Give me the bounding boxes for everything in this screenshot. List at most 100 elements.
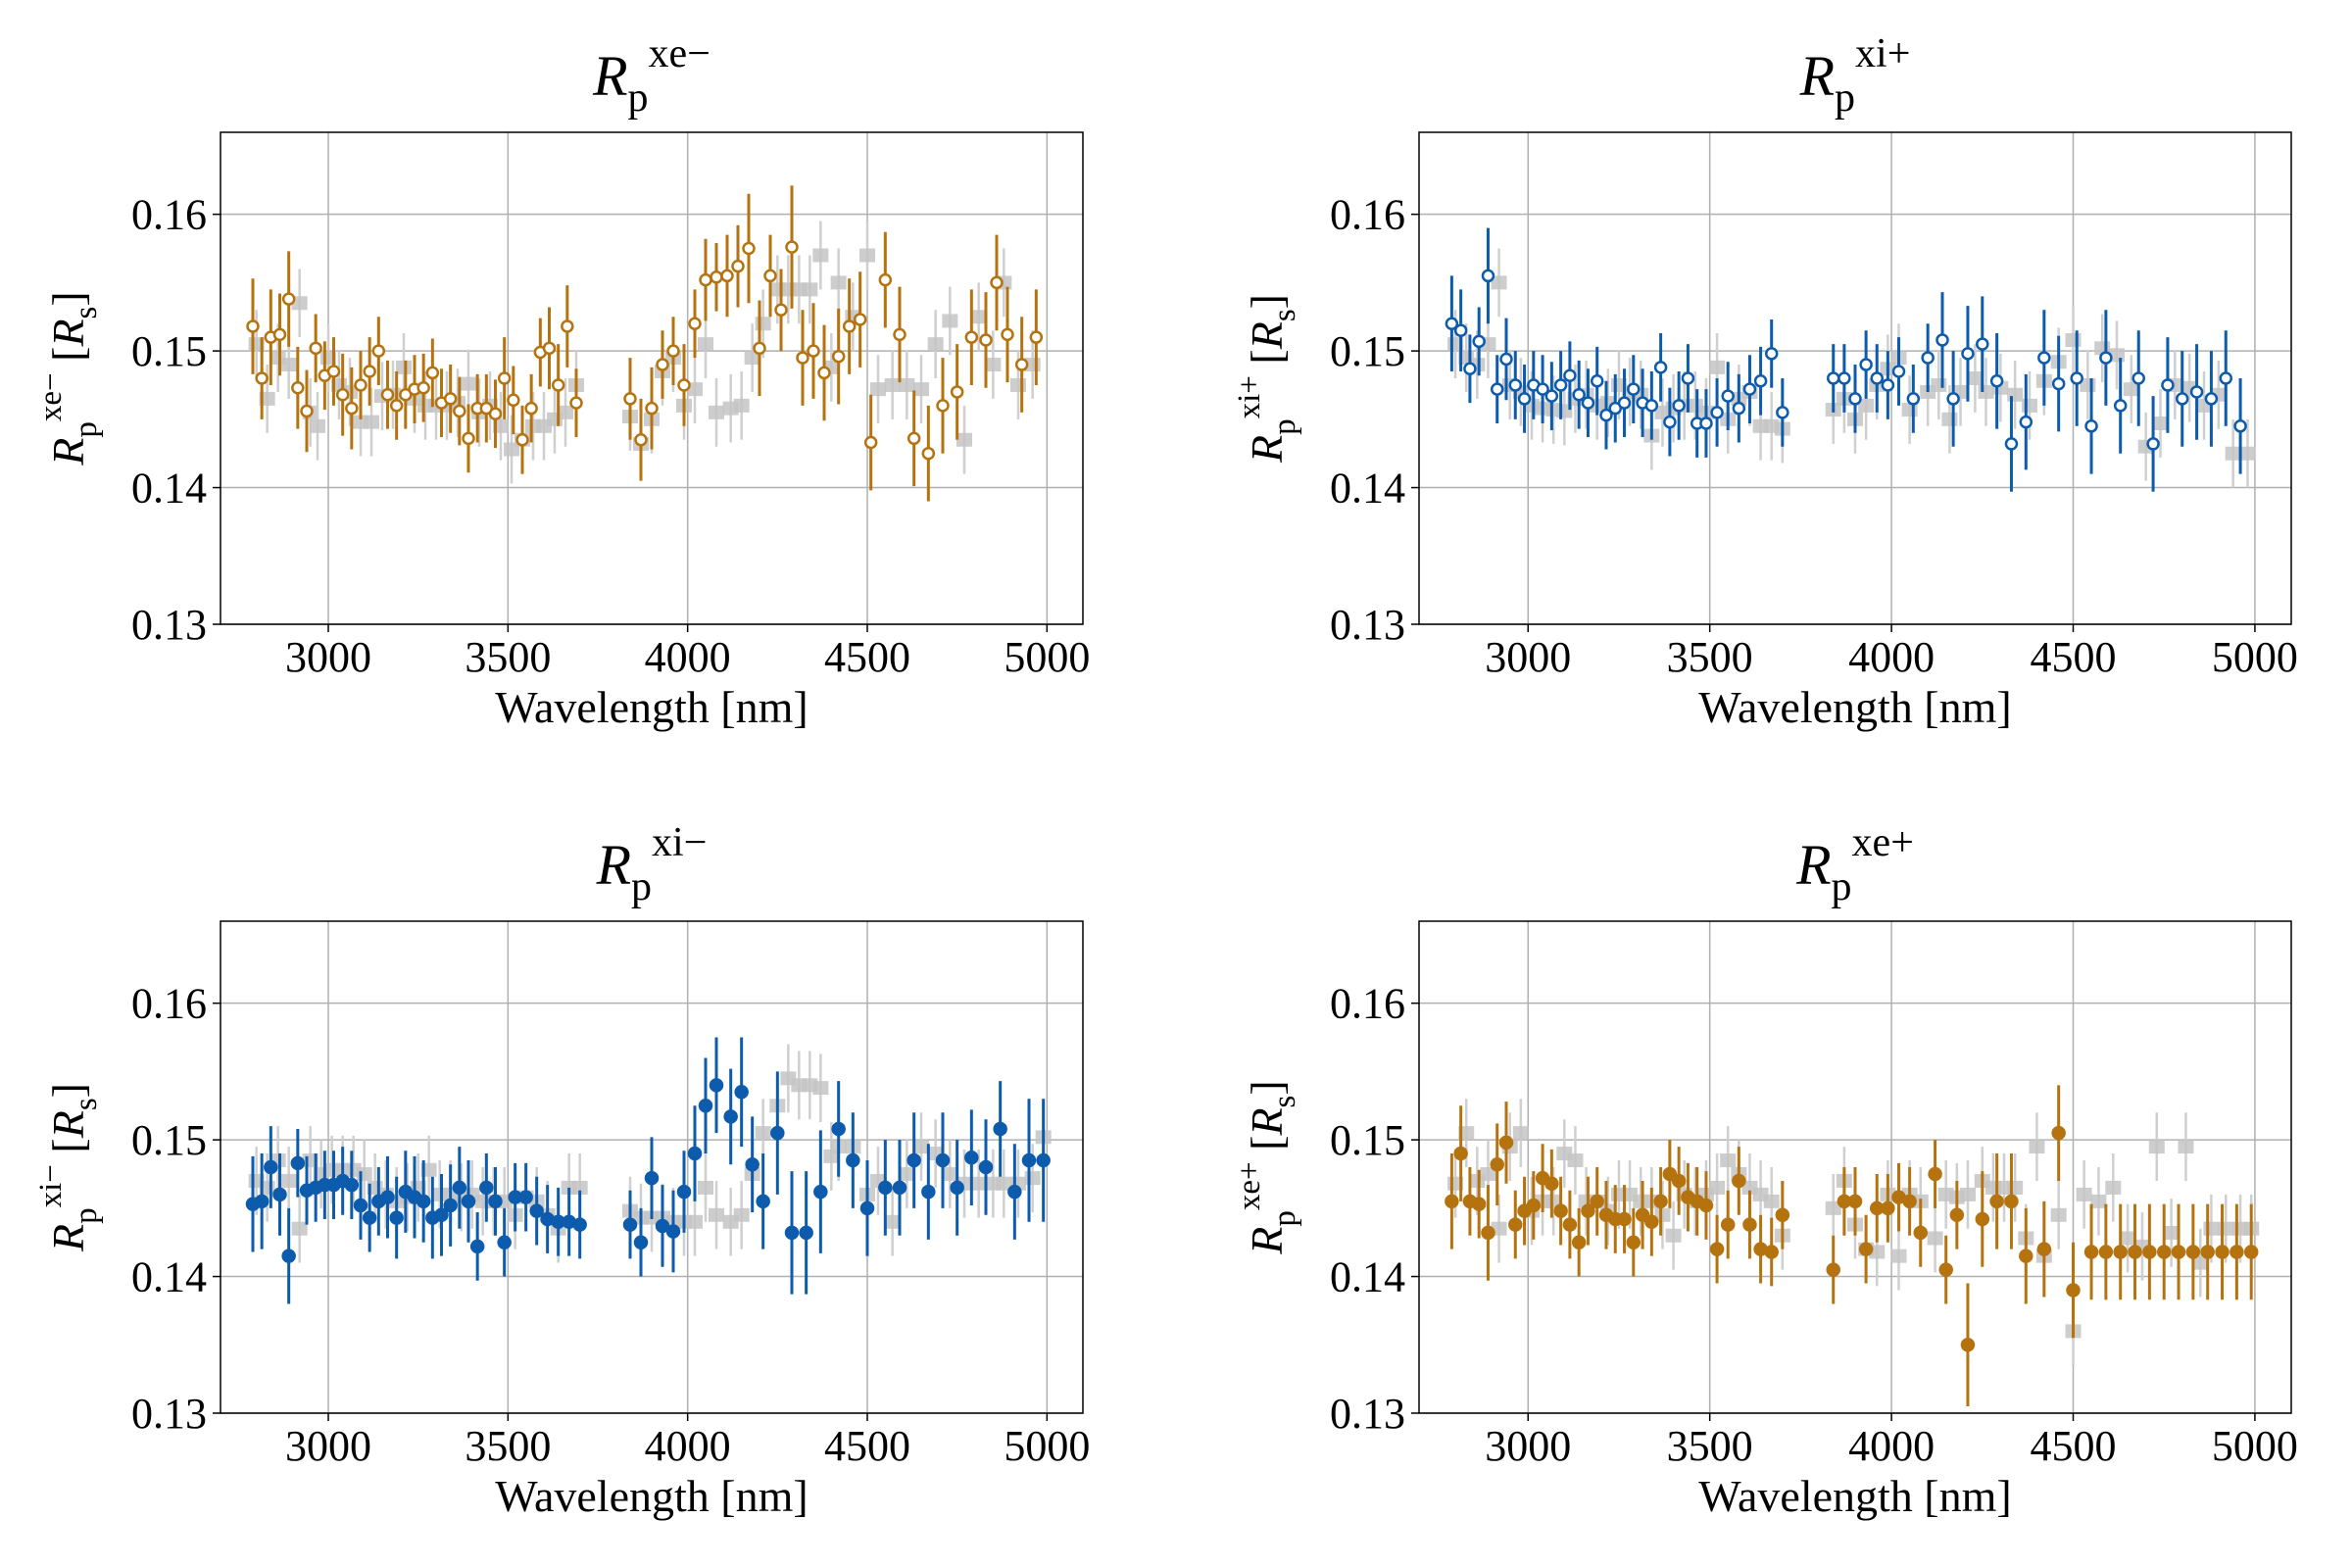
data-point — [1544, 389, 1559, 403]
data-point — [1906, 392, 1921, 406]
data-point — [1663, 415, 1677, 429]
model-point — [812, 1081, 829, 1096]
y-tick-label: 0.15 — [131, 327, 207, 375]
data-point — [1029, 330, 1044, 344]
data-point — [978, 1159, 994, 1175]
model-point — [927, 337, 944, 352]
data-point — [634, 433, 648, 447]
x-tick-label: 3500 — [1667, 1422, 1753, 1470]
data-point — [853, 313, 867, 326]
data-point — [1453, 1146, 1468, 1161]
data-point — [1001, 327, 1014, 342]
data-point — [371, 344, 386, 358]
data-point — [831, 349, 846, 364]
x-tick-label: 4000 — [1848, 633, 1935, 681]
data-point — [745, 1156, 760, 1172]
data-point — [1881, 378, 1895, 392]
model-point — [2148, 1140, 2165, 1154]
data-point — [1644, 1214, 1659, 1230]
model-point — [1654, 1207, 1671, 1222]
data-point — [2084, 419, 2098, 433]
data-point — [892, 1180, 907, 1196]
data-point — [1753, 374, 1768, 388]
x-tick-label: 4500 — [824, 633, 910, 681]
data-point — [443, 392, 458, 406]
data-point — [1498, 1135, 1514, 1151]
x-tick-label: 5000 — [2212, 633, 2298, 681]
model-point — [709, 1207, 724, 1222]
model-point — [956, 432, 972, 447]
data-point — [488, 407, 503, 421]
data-point — [1938, 1262, 1953, 1277]
model-point — [755, 1126, 771, 1141]
model-point — [1512, 1126, 1529, 1141]
data-point — [1644, 399, 1659, 413]
data-point — [497, 371, 512, 385]
data-point — [1481, 1225, 1495, 1241]
data-point — [264, 1159, 278, 1175]
panel-title: Rpxe+ — [1795, 820, 1914, 909]
x-tick-label: 3000 — [1485, 1422, 1571, 1470]
data-point — [1490, 1156, 1504, 1172]
x-tick-label: 4500 — [2031, 633, 2117, 681]
model-point — [2022, 398, 2037, 413]
data-point — [774, 303, 788, 318]
model-point — [1825, 1200, 1841, 1215]
data-point — [1036, 1152, 1051, 1168]
model-point — [2120, 1231, 2136, 1246]
data-point — [2142, 1245, 2157, 1259]
data-point — [1014, 358, 1029, 371]
data-point — [479, 1180, 494, 1196]
model-point — [280, 1173, 297, 1188]
data-point — [1859, 358, 1873, 371]
x-tick-label: 5000 — [2212, 1422, 2298, 1470]
model-point — [310, 418, 325, 433]
model-point — [899, 377, 915, 392]
data-point — [524, 401, 538, 416]
data-point — [529, 1203, 544, 1218]
data-point — [878, 272, 893, 287]
x-tick-label: 4000 — [1848, 1422, 1935, 1470]
data-point — [2004, 437, 2019, 451]
data-point — [2066, 1283, 2081, 1298]
data-point — [1672, 399, 1686, 413]
data-point — [488, 1194, 503, 1209]
model-point — [356, 1166, 372, 1181]
data-point — [2156, 1245, 2172, 1259]
chart-panel-4: 3000 3500 4000 4500 5000 0.13 0.14 0.15 0.16 Wave… — [1232, 820, 2298, 1521]
panel-title: Rpxi− — [596, 820, 708, 909]
data-point — [2113, 399, 2128, 413]
model-point — [687, 1214, 703, 1229]
data-point — [763, 269, 777, 283]
data-point — [2019, 1249, 2034, 1263]
data-point — [335, 387, 350, 402]
data-point — [309, 341, 322, 356]
data-point — [434, 1207, 449, 1223]
data-point — [1989, 374, 2004, 388]
data-point — [1653, 361, 1668, 374]
data-point — [1563, 368, 1577, 382]
x-tick-label: 3000 — [285, 633, 371, 681]
data-point — [353, 1198, 368, 1213]
data-point — [389, 1210, 404, 1225]
x-tick-label: 5000 — [1004, 633, 1090, 681]
model-point — [291, 1221, 308, 1236]
y-tick-label: 0.16 — [1330, 980, 1405, 1028]
model-point — [942, 1166, 958, 1181]
model-point — [2152, 416, 2169, 431]
data-point — [1481, 269, 1495, 283]
y-tick-label: 0.15 — [131, 1116, 207, 1164]
y-tick-label: 0.14 — [131, 1253, 207, 1301]
data-point — [906, 431, 921, 446]
data-point — [344, 1177, 360, 1193]
model-point — [1665, 1228, 1682, 1243]
model-point — [571, 1180, 588, 1195]
data-point — [1921, 351, 1935, 365]
data-point — [2230, 1245, 2244, 1259]
data-point — [1775, 1207, 1790, 1223]
y-tick-label: 0.14 — [1330, 465, 1405, 513]
data-point — [2019, 415, 2034, 429]
data-point — [362, 1210, 377, 1225]
data-point — [863, 435, 878, 450]
